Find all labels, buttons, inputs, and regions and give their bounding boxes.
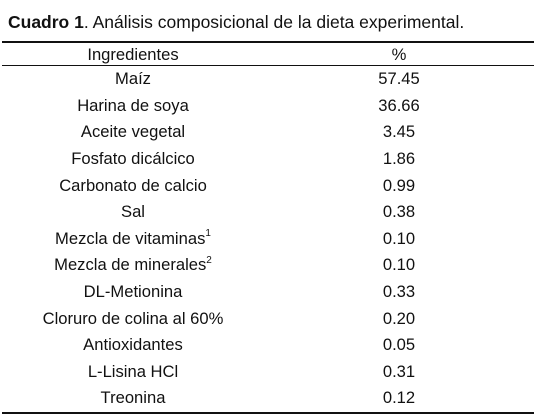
ingredient-cell: Maíz [2,66,264,93]
percent-cell: 0.10 [382,255,416,275]
table-row: Fosfato dicálcico 1.86 [2,146,534,173]
footnote-marker: 1 [205,228,211,240]
ingredient-cell: Mezcla de vitaminas1 [2,226,264,253]
table-row: Treonina 0.12 [2,385,534,414]
ingredient-name: Treonina [100,388,166,408]
ingredient-cell: Mezcla de minerales2 [2,252,264,279]
percent-cell: 0.33 [382,282,416,302]
ingredient-name: Mezcla de vitaminas [55,228,206,248]
ingredient-cell: Carbonato de calcio [2,172,264,199]
ingredient-name: DL-Metionina [83,282,183,302]
ingredient-cell: L-Lisina HCl [2,359,264,386]
footnote-marker: 2 [206,254,212,266]
ingredient-cell: Fosfato dicálcico [2,146,264,173]
ingredient-name: Harina de soya [77,95,189,115]
caption-text: . Análisis composicional de la dieta exp… [83,12,465,32]
percent-cell: 0.38 [382,202,416,222]
percent-cell: 0.20 [382,308,416,328]
table-row: Maíz 57.45 [2,66,534,93]
ingredient-cell: Cloruro de colina al 60% [2,305,264,332]
ingredient-cell: Antioxidantes [2,332,264,359]
table-row: Harina de soya 36.66 [2,93,534,120]
header-ingredients: Ingredientes [2,41,264,66]
ingredient-name: Fosfato dicálcico [71,149,195,169]
percent-cell: 0.99 [382,175,416,195]
table-header-row: Ingredientes % [2,41,534,66]
percent-cell: 36.66 [378,95,420,115]
table-row: Mezcla de minerales2 0.10 [2,252,534,279]
ingredient-name: Maíz [115,69,151,89]
ingredient-name: Mezcla de minerales [54,255,207,275]
table-row: Sal 0.38 [2,199,534,226]
table-row: Cloruro de colina al 60% 0.20 [2,305,534,332]
ingredient-name: Cloruro de colina al 60% [42,308,224,328]
percent-cell: 3.45 [382,122,416,142]
ingredient-name: Sal [121,202,145,222]
table-row: Mezcla de vitaminas1 0.10 [2,226,534,253]
ingredient-cell: Sal [2,199,264,226]
percent-cell: 57.45 [378,69,420,89]
ingredient-name: Antioxidantes [83,335,183,355]
composition-table: Ingredientes % Maíz 57.45 Harina de soya 36… [2,41,534,414]
ingredient-cell: Aceite vegetal [2,119,264,146]
caption-label: Cuadro 1 [8,12,84,32]
table-body: Maíz 57.45 Harina de soya 36.66 Aceite veget… [2,66,534,414]
ingredient-name: Aceite vegetal [80,122,186,142]
header-percent: % [264,41,534,66]
table-row: Antioxidantes 0.05 [2,332,534,359]
table-caption: Cuadro 1. Análisis composicional de la d… [8,10,538,34]
percent-cell: 0.10 [382,228,416,248]
percent-cell: 0.12 [264,385,534,414]
percent-cell: 1.86 [382,149,416,169]
table-row: Carbonato de calcio 0.99 [2,172,534,199]
table-row: DL-Metionina 0.33 [2,279,534,306]
percent-cell: 0.05 [382,335,416,355]
ingredient-cell: Treonina [2,385,264,414]
table-row: Aceite vegetal 3.45 [2,119,534,146]
ingredient-name: Carbonato de calcio [59,175,207,195]
ingredient-cell: DL-Metionina [2,279,264,306]
percent-cell: 0.31 [382,361,416,381]
ingredient-cell: Harina de soya [2,93,264,120]
ingredient-name: L-Lisina HCl [87,361,179,381]
table-row: L-Lisina HCl 0.31 [2,359,534,386]
